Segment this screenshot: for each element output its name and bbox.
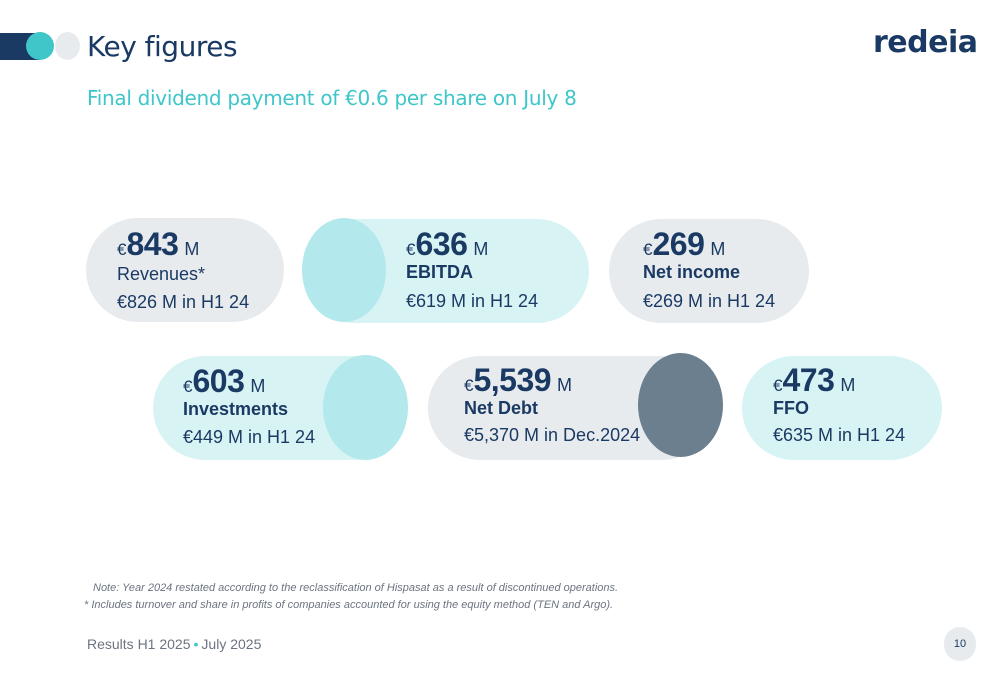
footer-results-label: Results H1 2025 [87, 636, 191, 652]
kpi-pill-background [86, 218, 284, 322]
kpi-unit: M [473, 239, 489, 259]
kpi-label: FFO [773, 398, 809, 418]
kpi-value: €5,539 M [464, 362, 572, 399]
kpi-decorative-circle [638, 353, 723, 457]
kpi-previous: €635 M in H1 24 [773, 425, 906, 445]
header-accent-circle-teal [26, 32, 54, 60]
footer-separator: • [193, 636, 199, 652]
kpi-currency: € [406, 240, 416, 259]
restatement-note: Note: Year 2024 restated according to th… [93, 582, 619, 594]
kpi-unit: M [184, 239, 200, 259]
header-accent-circle-gray [55, 32, 80, 60]
kpi-previous: €619 M in H1 24 [406, 291, 539, 311]
page-title: Key figures [87, 30, 238, 63]
kpi-value: €636 M [406, 226, 488, 263]
kpi-label: Revenues* [117, 264, 206, 284]
kpi-previous: €269 M in H1 24 [643, 291, 776, 311]
kpi-currency: € [643, 240, 653, 259]
kpi-previous: €449 M in H1 24 [183, 427, 316, 447]
kpi-label: Net Debt [464, 398, 539, 418]
kpi-number: 636 [415, 226, 468, 262]
kpi-decorative-circle [302, 218, 386, 322]
kpi-currency: € [464, 376, 474, 395]
kpi-number: 603 [192, 363, 245, 399]
kpi-value: €473 M [773, 362, 855, 399]
kpi-label: EBITDA [406, 262, 473, 282]
revenues-footnote: * Includes turnover and share in profits… [84, 599, 614, 611]
kpi-pill-background [609, 219, 809, 323]
kpi-previous: €5,370 M in Dec.2024 [464, 425, 641, 445]
kpi-decorative-circle [323, 355, 408, 460]
page-number: 10 [944, 627, 976, 661]
page-subtitle: Final dividend payment of €0.6 per share… [87, 86, 577, 110]
kpi-number: 473 [782, 362, 835, 398]
kpi-value: €843 M [117, 226, 199, 263]
kpi-value: €269 M [643, 226, 725, 263]
kpi-currency: € [773, 376, 783, 395]
kpi-currency: € [117, 240, 127, 259]
kpi-pill-background [742, 356, 942, 460]
kpi-unit: M [840, 375, 856, 395]
redeia-logo: redeia [873, 25, 978, 60]
footer-date: July 2025 [201, 636, 262, 652]
kpi-unit: M [250, 376, 266, 396]
kpi-unit: M [557, 375, 573, 395]
kpi-label: Net income [643, 262, 741, 282]
kpi-number: 5,539 [473, 362, 552, 398]
kpi-currency: € [183, 377, 193, 396]
kpi-label: Investments [183, 399, 289, 419]
footer: Results H1 2025 • July 2025 [87, 636, 261, 652]
kpi-number: 843 [126, 226, 179, 262]
kpi-number: 269 [652, 226, 705, 262]
kpi-unit: M [710, 239, 726, 259]
kpi-value: €603 M [183, 363, 265, 400]
kpi-previous: €826 M in H1 24 [117, 292, 250, 312]
